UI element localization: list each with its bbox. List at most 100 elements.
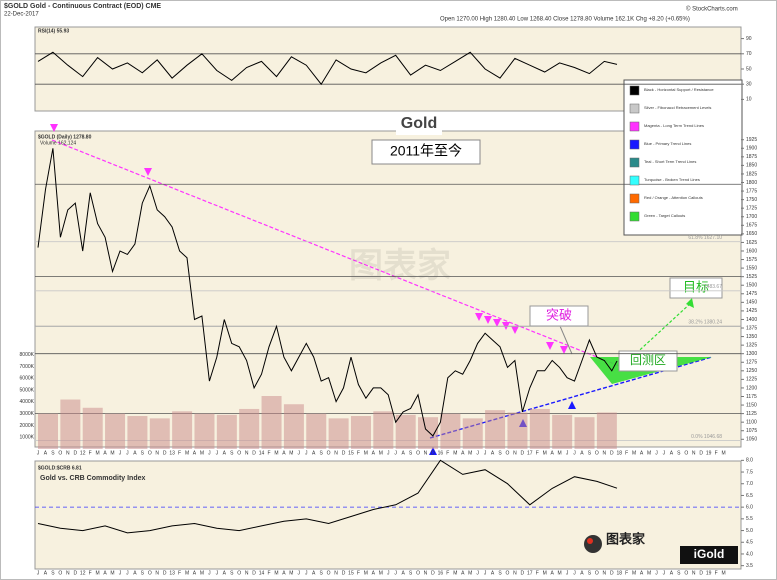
volume-bar [574,417,595,449]
x-tick-label: M [558,570,562,576]
y-tick-label: 1225 [746,377,757,383]
x-tick-label: A [223,450,227,456]
x-tick-label: A [550,570,554,576]
x-tick-label: S [498,570,502,576]
subtitle-box [371,139,481,165]
symbol-line: $GOLD Gold - Continuous Contract (EOD) C… [4,3,161,10]
x-tick-label: S [141,450,145,456]
x-tick-label: F [178,570,181,576]
y-tick-label: 6.0 [746,504,753,510]
x-tick-label: O [416,570,420,576]
x-tick-label: A [550,450,554,456]
x-tick-label: S [409,450,413,456]
volume-bar [60,399,81,449]
legend-swatch [629,175,640,186]
x-tick-label: A [103,450,107,456]
y-tick-label: 1175 [746,394,757,400]
x-tick-label: J [394,570,397,576]
x-tick-label: J [476,570,479,576]
legend-swatch [629,121,640,132]
x-tick-label: A [461,570,465,576]
volume-bar [306,413,327,449]
x-tick-label: J [208,570,211,576]
x-tick-label: F [357,450,360,456]
volume-bar [149,418,170,449]
y-tick-label: 1725 [746,206,757,212]
x-tick-label: F [178,450,181,456]
x-tick-label: O [58,570,62,576]
x-tick-label: O [595,570,599,576]
x-tick-label: M [110,570,114,576]
volume-bar [507,412,528,449]
x-tick-label: F [625,450,628,456]
volume-bar [239,408,260,449]
x-tick-label: J [663,570,666,576]
x-tick-label: D [521,450,525,456]
y-tick-label: 1325 [746,342,757,348]
retest-label: 回测区 [630,353,666,367]
fib-label: 1483.67 [704,284,722,290]
logo-mark [584,535,602,553]
x-tick-label: 12 [80,450,86,456]
x-tick-label: 14 [259,570,265,576]
x-tick-label: N [513,570,517,576]
x-tick-label: M [543,450,547,456]
x-tick-label: J [566,450,569,456]
y-tick-label: 1425 [746,308,757,314]
x-tick-label: M [647,570,651,576]
x-tick-label: A [491,450,495,456]
x-tick-label: F [267,450,270,456]
x-tick-label: M [379,570,383,576]
x-tick-label: J [298,570,301,576]
x-tick-label: J [663,450,666,456]
x-tick-label: O [327,570,331,576]
x-tick-label: M [200,450,204,456]
x-tick-label: J [387,450,390,456]
x-tick-label: M [453,570,457,576]
x-tick-label: A [580,450,584,456]
x-tick-label: S [319,450,323,456]
x-tick-label: N [603,450,607,456]
volume-tick-label: 4000K [20,399,35,405]
x-tick-label: O [148,570,152,576]
ratio-panel [34,460,742,570]
x-tick-label: 13 [169,570,175,576]
x-tick-label: S [498,450,502,456]
x-tick-label: A [312,570,316,576]
legend-label: Green - Target Callouts [644,213,685,218]
x-tick-label: O [416,450,420,456]
x-tick-label: D [699,570,703,576]
x-tick-label: A [103,570,107,576]
y-tick-label: 1400 [746,317,757,323]
y-tick-label: 1075 [746,428,757,434]
x-tick-label: O [327,450,331,456]
price-panel [34,130,742,448]
x-tick-label: O [506,570,510,576]
x-tick-label: M [453,450,457,456]
x-tick-label: M [647,450,651,456]
x-tick-label: N [424,450,428,456]
volume-bar [552,414,573,449]
watermark: 图表家 [349,247,451,285]
x-tick-label: F [267,570,270,576]
x-tick-label: J [655,570,658,576]
y-tick-label: 1250 [746,368,757,374]
x-tick-label: F [625,570,628,576]
x-tick-label: 13 [169,450,175,456]
x-tick-label: D [163,570,167,576]
x-tick-label: J [216,570,219,576]
x-tick-label: N [334,450,338,456]
x-tick-label: 15 [348,570,354,576]
x-tick-label: J [305,450,308,456]
x-tick-label: 14 [259,450,265,456]
y-tick-label: 1825 [746,171,757,177]
x-tick-label: D [73,450,77,456]
target-box [669,277,723,299]
x-tick-label: F [715,570,718,576]
x-tick-label: D [699,450,703,456]
x-tick-label: N [155,570,159,576]
igold-box [680,546,738,564]
x-tick-label: A [401,570,405,576]
x-tick-label: J [394,450,397,456]
volume-bar [529,408,550,449]
